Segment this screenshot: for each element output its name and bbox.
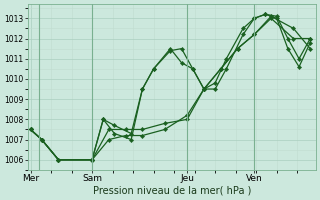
- X-axis label: Pression niveau de la mer( hPa ): Pression niveau de la mer( hPa ): [92, 186, 251, 196]
